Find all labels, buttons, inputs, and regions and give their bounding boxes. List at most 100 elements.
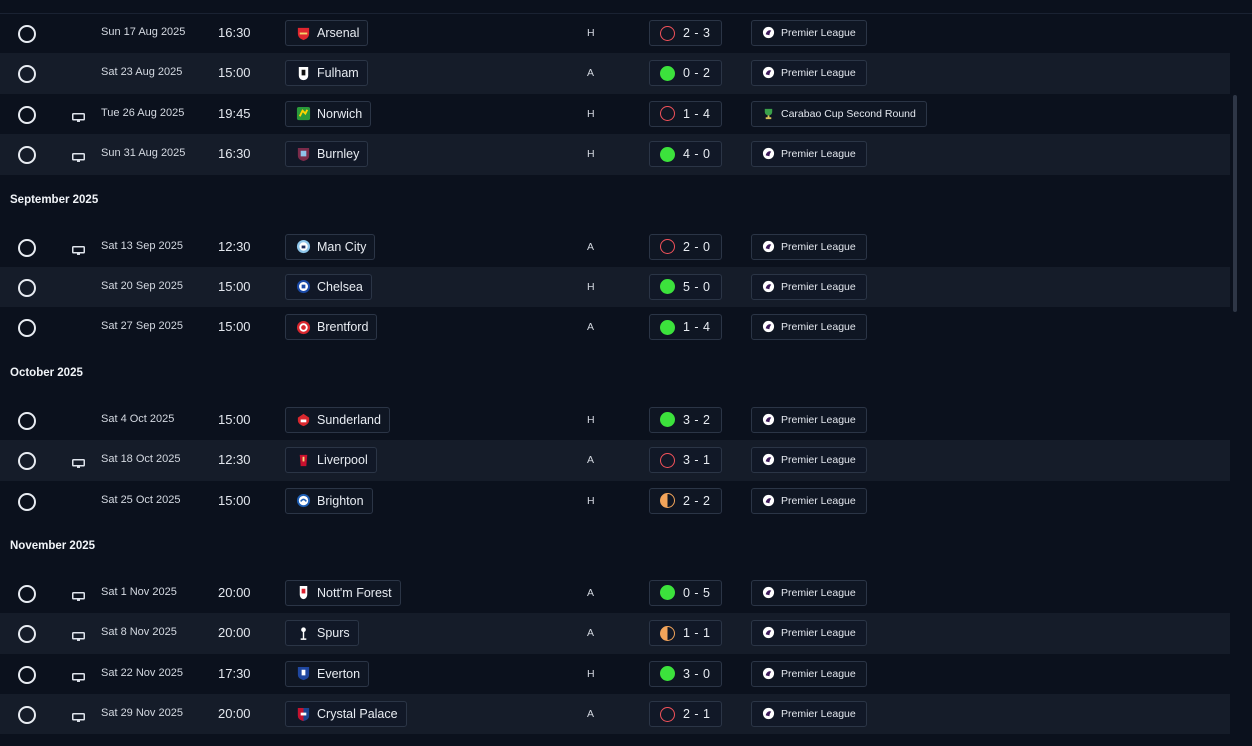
kickoff-time: 20:00 [218,625,251,641]
result-button[interactable]: 3 - 0 [649,660,722,687]
fixture-row[interactable]: Tue 26 Aug 2025 19:45 Norwich H 1 - 4 Carabao… [0,94,1230,134]
select-radio[interactable] [18,625,36,644]
opponent-button[interactable]: Sunderland [285,406,390,433]
fixture-row[interactable]: Sat 29 Nov 2025 20:00 Crystal Palace A 2 - 1… [0,694,1230,735]
competition-button[interactable]: Premier League [751,233,867,260]
venue: A [587,627,595,640]
competition-button[interactable]: Premier League [751,60,867,87]
fixture-row[interactable]: Sat 8 Nov 2025 20:00 Spurs A 1 - 1 Premier Le… [0,613,1230,654]
select-radio[interactable] [18,146,36,165]
opponent-button[interactable]: Fulham [285,60,368,87]
opponent-button[interactable]: Nott'm Forest [285,579,401,606]
result-button[interactable]: 2 - 2 [649,487,722,514]
select-radio[interactable] [18,706,36,725]
select-radio[interactable] [18,278,36,297]
result-button[interactable]: 2 - 0 [649,233,722,260]
select-radio[interactable] [18,411,36,430]
select-radio[interactable] [18,65,36,84]
chelsea-crest-icon [296,279,311,294]
loss-indicator-icon [660,106,675,122]
opponent-name: Norwich [317,106,363,121]
opponent-button[interactable]: Spurs [285,620,359,647]
opponent-button[interactable]: Crystal Palace [285,701,407,728]
venue: A [587,708,595,721]
competition-button[interactable]: Premier League [751,406,867,433]
competition-button[interactable]: Premier League [751,141,867,168]
result-button[interactable]: 4 - 0 [649,141,722,168]
premier-league-icon [762,26,775,40]
match-date: Sat 23 Aug 2025 [101,66,183,79]
select-radio[interactable] [18,584,36,603]
competition-button[interactable]: Carabao Cup Second Round [751,100,927,127]
competition-button[interactable]: Premier League [751,660,867,687]
competition-button[interactable]: Premier League [751,20,867,46]
opponent-button[interactable]: Chelsea [285,273,372,300]
fixture-row[interactable]: Sat 13 Sep 2025 12:30 Man City A 2 - 0 Premie… [0,227,1230,267]
result-button[interactable]: 1 - 4 [649,100,722,127]
opponent-button[interactable]: Brentford [285,314,378,341]
select-radio[interactable] [18,105,36,124]
competition-button[interactable]: Premier League [751,273,867,300]
result-button[interactable]: 0 - 5 [649,579,722,606]
competition-name: Premier League [781,708,856,721]
kickoff-time: 17:30 [218,665,251,681]
opponent-button[interactable]: Brighton [285,487,373,514]
result-button[interactable]: 1 - 4 [649,314,722,341]
select-radio[interactable] [18,238,36,257]
select-radio[interactable] [18,25,36,43]
score: 1 - 1 [683,626,711,641]
select-radio[interactable] [18,492,36,511]
opponent-button[interactable]: Liverpool [285,447,377,474]
opponent-button[interactable]: Arsenal [285,20,369,46]
result-button[interactable]: 2 - 1 [649,701,722,728]
fixture-row[interactable]: Sun 31 Aug 2025 16:30 Burnley H 4 - 0 Premier… [0,134,1230,175]
score: 1 - 4 [683,106,711,121]
select-radio[interactable] [18,319,36,338]
competition-button[interactable]: Premier League [751,487,867,514]
loss-indicator-icon [660,25,675,41]
result-button[interactable]: 3 - 2 [649,406,722,433]
premier-league-icon [762,240,775,254]
competition-name: Premier League [781,67,856,80]
kickoff-time: 20:00 [218,706,251,722]
fixture-row[interactable]: Sun 17 Aug 2025 16:30 Arsenal H 2 - 3 Premier… [0,13,1230,53]
premier-league-icon [762,413,775,427]
match-date: Sat 8 Nov 2025 [101,626,177,639]
win-indicator-icon [660,412,675,428]
result-button[interactable]: 5 - 0 [649,273,722,300]
opponent-name: Nott'm Forest [317,585,392,600]
opponent-button[interactable]: Burnley [285,141,369,168]
fixture-row[interactable]: Sat 25 Oct 2025 15:00 Brighton H 2 - 2 Premie… [0,481,1230,521]
competition-name: Premier League [781,494,856,507]
fixture-row[interactable]: Sat 18 Oct 2025 12:30 Liverpool A 3 - 1 Premi… [0,440,1230,481]
select-radio[interactable] [18,665,36,684]
draw-indicator-icon [660,493,675,509]
opponent-button[interactable]: Man City [285,233,376,260]
fixture-row[interactable]: Sat 23 Aug 2025 15:00 Fulham A 0 - 2 Premier … [0,53,1230,94]
competition-button[interactable]: Premier League [751,447,867,474]
fixture-row[interactable]: Sat 20 Sep 2025 15:00 Chelsea H 5 - 0 Premier… [0,266,1230,308]
competition-button[interactable]: Premier League [751,314,867,341]
fixture-row[interactable]: Sat 27 Sep 2025 15:00 Brentford A 1 - 4 Premi… [0,307,1230,347]
score: 3 - 0 [683,666,711,681]
competition-button[interactable]: Premier League [751,579,867,606]
draw-indicator-icon [660,625,675,641]
result-button[interactable]: 2 - 3 [649,20,722,46]
fixture-row[interactable]: Sat 4 Oct 2025 15:00 Sunderland H 3 - 2 Premi… [0,400,1230,440]
competition-button[interactable]: Premier League [751,620,867,647]
competition-button[interactable]: Premier League [751,701,867,728]
select-radio[interactable] [18,452,36,471]
scrollbar[interactable] [1233,95,1237,312]
fixture-row[interactable]: Sat 1 Nov 2025 20:00 Nott'm Forest A 0 - 5 Pr… [0,573,1230,613]
result-button[interactable]: 3 - 1 [649,447,722,474]
opponent-button[interactable]: Everton [285,660,370,687]
tv-icon [72,628,85,642]
fixture-row[interactable]: Sat 22 Nov 2025 17:30 Everton H 3 - 0 Premier… [0,654,1230,694]
result-button[interactable]: 0 - 2 [649,60,722,87]
result-button[interactable]: 1 - 1 [649,620,722,647]
opponent-name: Chelsea [317,279,363,294]
match-date: Sat 29 Nov 2025 [101,707,183,720]
win-indicator-icon [660,319,675,335]
opponent-button[interactable]: Norwich [285,100,372,127]
kickoff-time: 12:30 [218,452,251,468]
